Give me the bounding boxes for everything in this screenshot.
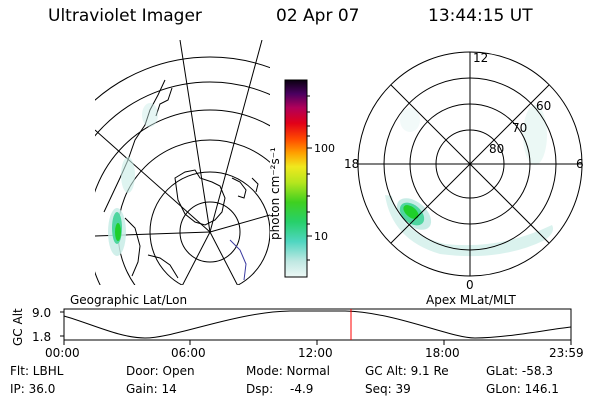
alt-ymax: 9.0 xyxy=(32,306,51,320)
flt-info: Flt: LBHL xyxy=(10,364,64,378)
image-date: 02 Apr 07 xyxy=(276,6,360,26)
dsp-value: -4.9 xyxy=(290,382,314,396)
mlt-label-18: 18 xyxy=(344,157,359,171)
seq-info: Seq: 39 xyxy=(365,382,411,396)
mlat-label-70: 70 xyxy=(512,121,527,135)
alt-xtick-3: 18:00 xyxy=(425,346,460,360)
mode-info: Mode: Normal xyxy=(246,364,330,378)
colorbar-tick-10: 10 xyxy=(314,230,328,243)
gain-info: Gain: 14 xyxy=(126,382,177,396)
colorbar-label: photon cm⁻²s⁻¹ xyxy=(268,147,282,240)
ip-info: IP: 36.0 xyxy=(10,382,56,396)
image-time: 13:44:15 UT xyxy=(428,6,533,26)
mlat-label-80: 80 xyxy=(489,142,504,156)
door-info: Door: Open xyxy=(126,364,195,378)
mlt-label-12: 12 xyxy=(473,51,488,65)
dsp-label: Dsp: xyxy=(246,382,274,396)
imager-title: Ultraviolet Imager xyxy=(48,6,202,26)
gc-alt-info: GC Alt: 9.1 Re xyxy=(365,364,449,378)
alt-ylabel: GC Alt xyxy=(11,308,25,346)
alt-xtick-0: 00:00 xyxy=(45,346,80,360)
mlt-label-6: 6 xyxy=(576,157,584,171)
colorbar-tick-100: 100 xyxy=(314,142,335,155)
mlt-label-0: 0 xyxy=(466,278,474,292)
alt-xtick-2: 12:00 xyxy=(298,346,333,360)
geographic-caption: Geographic Lat/Lon xyxy=(70,293,188,307)
glon-info: GLon: 146.1 xyxy=(486,382,559,396)
glat-info: GLat: -58.3 xyxy=(486,364,553,378)
mlat-label-60: 60 xyxy=(536,99,551,113)
alt-xtick-1: 06:00 xyxy=(171,346,206,360)
alt-ymin: 1.8 xyxy=(32,330,51,344)
apex-caption: Apex MLat/MLT xyxy=(426,293,516,307)
alt-xtick-4: 23:59 xyxy=(549,346,584,360)
